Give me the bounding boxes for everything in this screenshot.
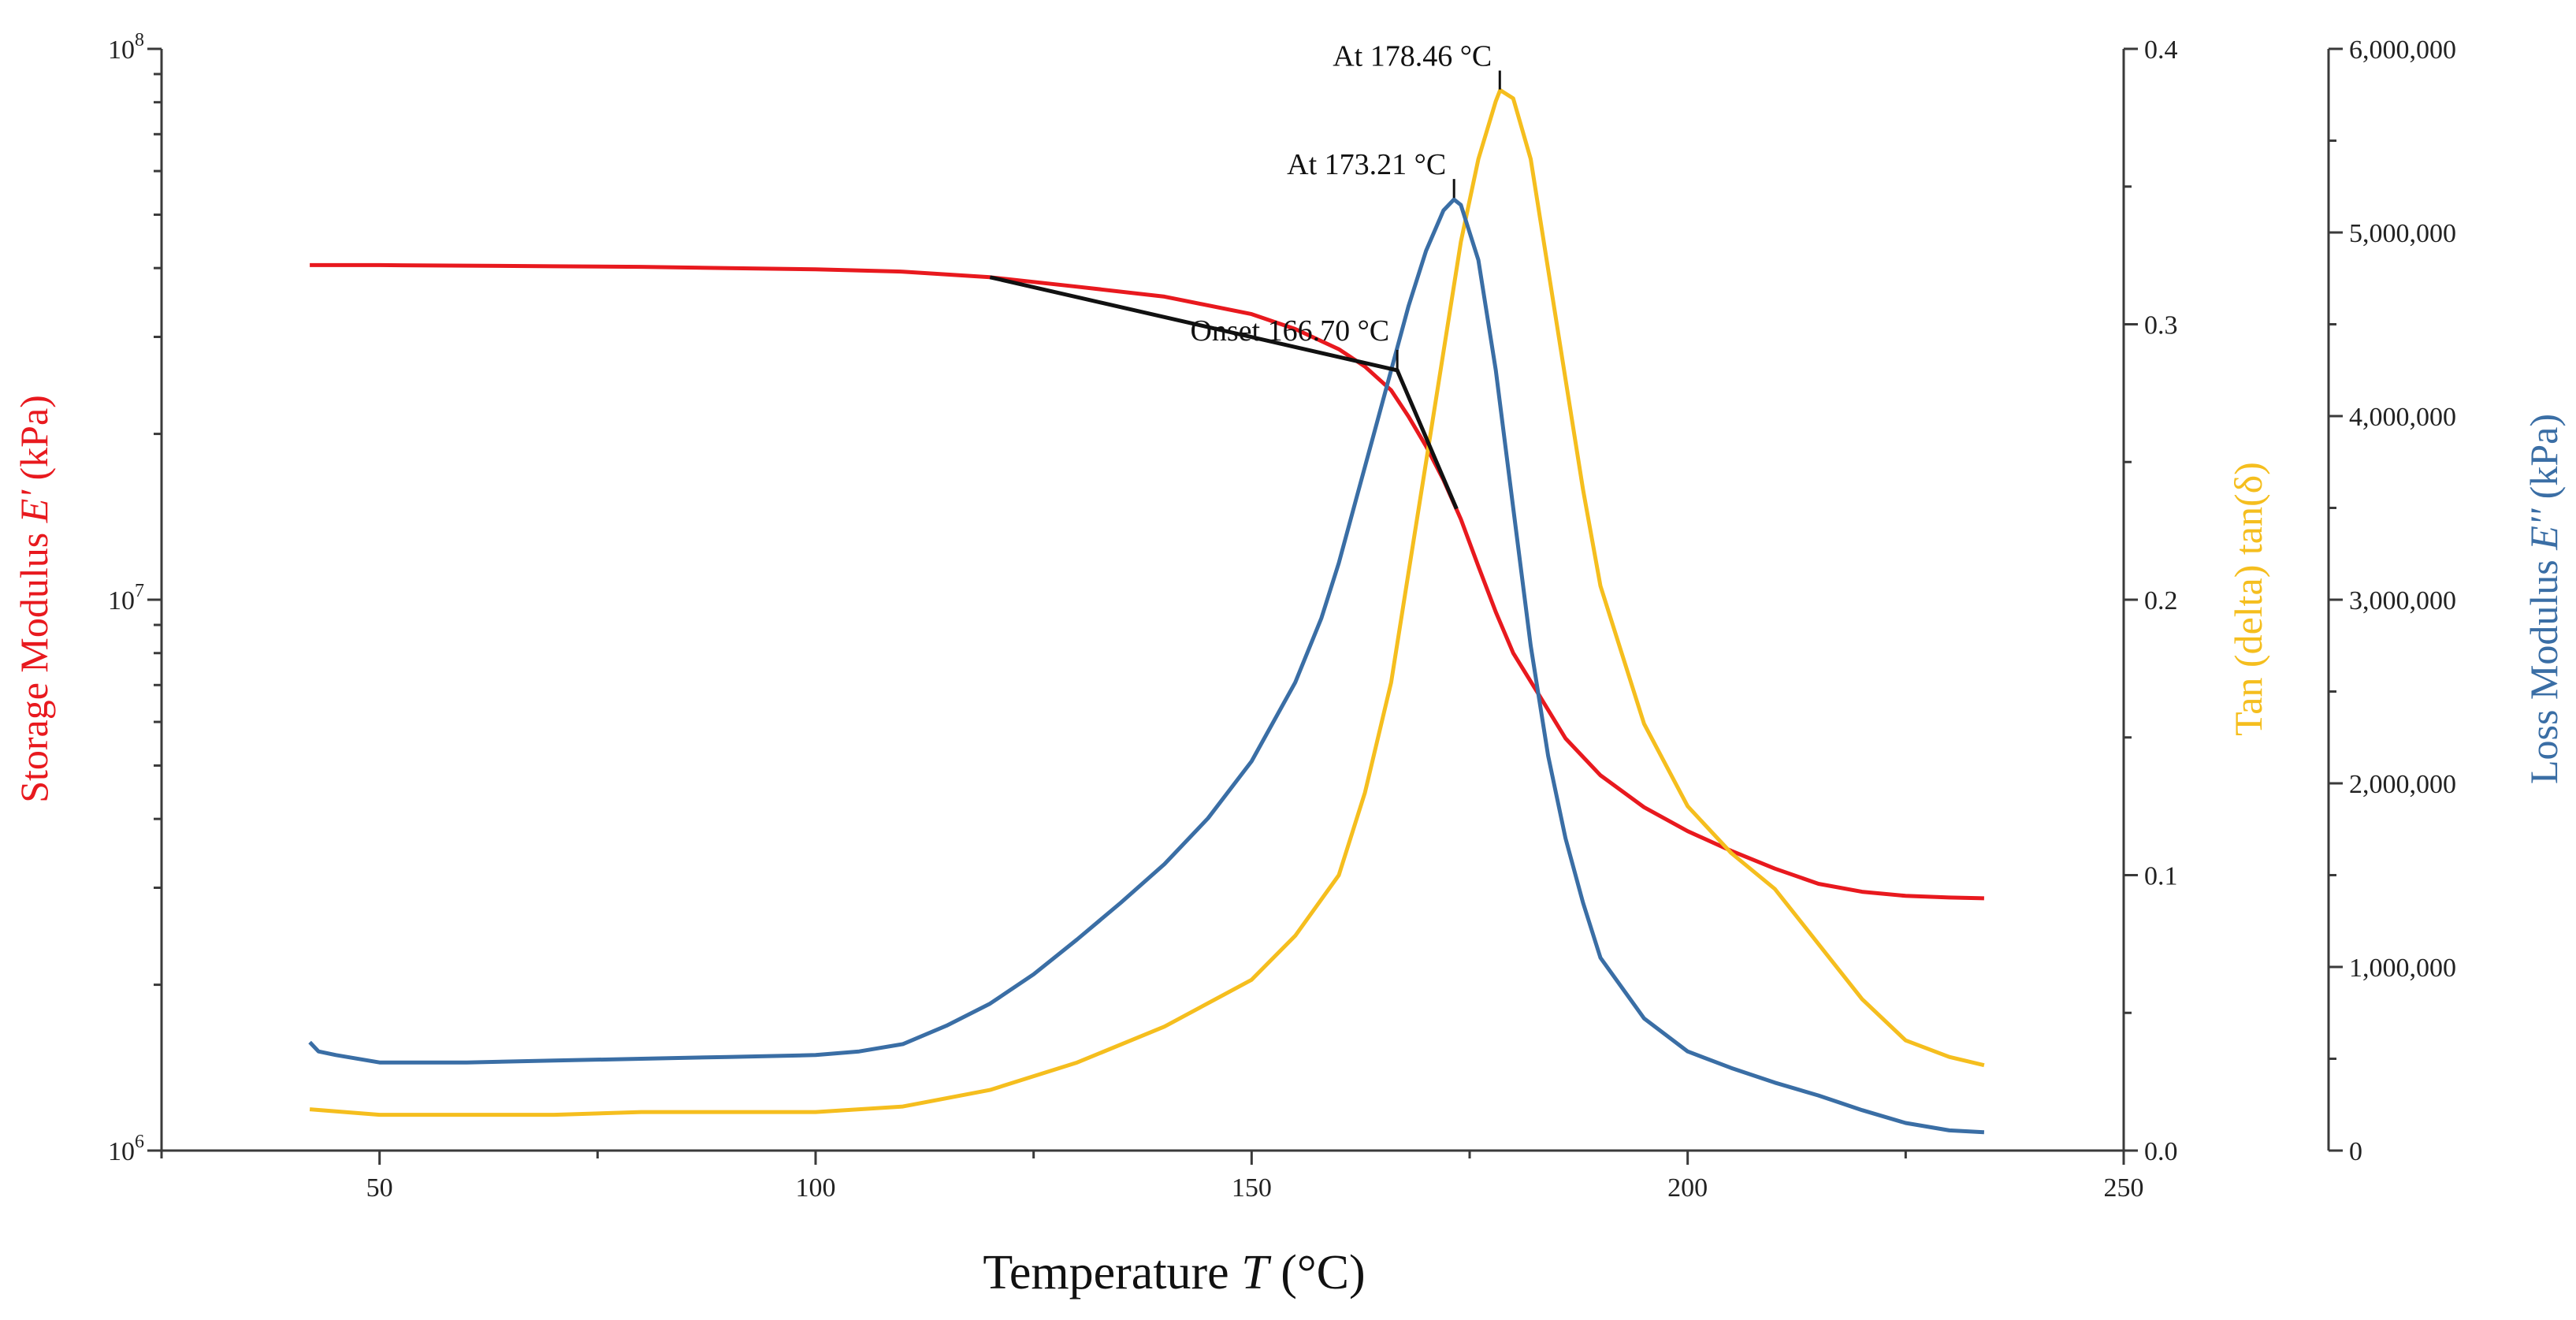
y-right2-axis-title: Loss Modulus E'' (kPa) [2522, 414, 2566, 784]
onset-tangent-lines [989, 275, 1459, 510]
y-right1-tick-label: 0.3 [2144, 311, 2178, 340]
y-right2-tick-label: 5,000,000 [2349, 219, 2456, 248]
x-tick-label: 100 [796, 1173, 836, 1203]
series-layer [308, 87, 1985, 1135]
y-left-tick-label: 108 [108, 30, 144, 65]
series-line-y_right2 [308, 197, 1985, 1135]
onset-construction [989, 275, 1459, 510]
x-axis-title: Temperature T (°C) [983, 1246, 1365, 1300]
y-right1-axis-title: Tan (delta) tan(δ) [2226, 462, 2270, 736]
tick-marks [147, 47, 2343, 1165]
y-left-tick-label: 106 [108, 1132, 144, 1166]
x-tick-label: 150 [1232, 1173, 1272, 1203]
series-line-y_right1 [309, 87, 1985, 1117]
y-right1-tick-label: 0.0 [2144, 1137, 2178, 1166]
x-tick-label: 200 [1667, 1173, 1708, 1203]
y-left-axis-title: Storage Modulus E' (kPa) [12, 395, 56, 803]
annotations: At 178.46 °C At 173.21 °C Onset 166.70 °C [1190, 40, 1501, 369]
tick-labels: 50 100 150 200 250 106 107 108 0.0 0.1 0.2 0.3 0.4 0 1… [108, 30, 2456, 1203]
y-right2-tick-label: 2,000,000 [2349, 770, 2456, 799]
y-right2-tick-label: 6,000,000 [2349, 35, 2456, 65]
y-right2-tick-label: 1,000,000 [2349, 954, 2456, 983]
y-right1-tick-label: 0.2 [2144, 586, 2178, 615]
y-right2-tick-label: 3,000,000 [2349, 586, 2456, 615]
x-tick-label: 50 [366, 1173, 393, 1203]
y-right2-tick-label: 0 [2349, 1137, 2362, 1166]
y-right1-tick-label: 0.1 [2144, 862, 2178, 891]
annotation-label: At 178.46 °C [1333, 40, 1492, 73]
y-left-tick-label: 107 [108, 581, 144, 615]
y-right1-tick-label: 0.4 [2144, 35, 2178, 65]
annotation-label: At 173.21 °C [1287, 148, 1446, 181]
y-right2-tick-label: 4,000,000 [2349, 403, 2456, 432]
x-tick-label: 250 [2104, 1173, 2144, 1203]
series-line-y_left [310, 262, 1984, 901]
annotation-label: Onset 166.70 °C [1190, 314, 1389, 348]
